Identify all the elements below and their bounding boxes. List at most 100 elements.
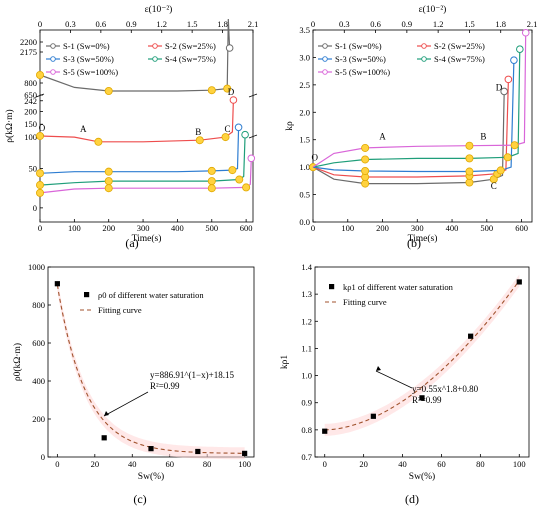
annotation-B: B bbox=[480, 132, 486, 142]
x-tick-label-5: 100 bbox=[513, 459, 526, 469]
y-tick-label-5: 150 bbox=[24, 119, 37, 129]
legend-marker-1 bbox=[421, 43, 427, 49]
x-tick-label-2: 40 bbox=[398, 459, 407, 469]
y-tick-label-2: 2175 bbox=[20, 47, 37, 57]
series-4-point-3 bbox=[242, 183, 251, 192]
series-end-marker-2 bbox=[510, 56, 518, 64]
legend-marker-4 bbox=[322, 69, 328, 75]
series-0-point-1 bbox=[361, 179, 370, 188]
legend-marker-3 bbox=[421, 56, 427, 62]
series-end-marker-4 bbox=[521, 28, 530, 37]
axis-break-right-0 bbox=[248, 93, 258, 98]
series-1-point-0 bbox=[36, 131, 45, 140]
x2-tick-label-6: 1.8 bbox=[495, 19, 506, 29]
x-tick-label-1: 100 bbox=[68, 223, 81, 233]
x-tick-label-4: 400 bbox=[446, 223, 459, 233]
panel-b-k-rho-chart: 0 100 200 300 400 500 600 Time(s) 0 0.3 0.6 0.9 1.2 1… bbox=[285, 4, 537, 244]
legend-marker-3 bbox=[152, 56, 158, 62]
y-tick-label-4: 800 bbox=[32, 300, 45, 310]
legend-label-3: S-4 (Sw=75%) bbox=[165, 54, 216, 64]
x2-tick-label-7: 2.1 bbox=[248, 19, 259, 29]
x-tick-label-2: 200 bbox=[102, 223, 115, 233]
legend-label-fit: Fitting curve bbox=[343, 297, 387, 307]
x-tick-label-0: 0 bbox=[323, 459, 327, 469]
series-2-point-1 bbox=[361, 166, 370, 175]
legend-label-0: S-1 (Sw=0%) bbox=[335, 41, 382, 51]
annotation-C: C bbox=[225, 124, 231, 134]
series-4-point-2 bbox=[465, 141, 474, 150]
series-line-0 bbox=[312, 91, 505, 185]
annotation-D: D bbox=[228, 87, 235, 97]
legend-label-1: S-2 (Sw=25%) bbox=[165, 41, 216, 51]
series-line-3 bbox=[312, 49, 521, 168]
legend-label-2: S-3 (Sw=50%) bbox=[63, 54, 114, 64]
series-end-marker-1 bbox=[229, 96, 238, 104]
x-axis-label: Sw(%) bbox=[409, 471, 435, 482]
x-axis-label: Sw(%) bbox=[138, 471, 164, 482]
y-tick-label-1: 0.8 bbox=[301, 425, 312, 435]
caption-c: (c) bbox=[133, 492, 146, 506]
data-point-0 bbox=[322, 428, 328, 434]
annotation-O: O bbox=[39, 123, 46, 133]
y-tick-label-3: 1.0 bbox=[301, 371, 312, 381]
series-0-point-2 bbox=[465, 178, 474, 187]
fit-curve bbox=[56, 284, 245, 454]
series-end-marker-3 bbox=[241, 130, 249, 139]
annotation-B: B bbox=[195, 127, 201, 137]
legend-label-2: S-3 (Sw=50%) bbox=[335, 54, 386, 64]
caption-d: (d) bbox=[405, 492, 419, 506]
x-tick-label-6: 600 bbox=[515, 223, 528, 233]
series-end-marker-4 bbox=[247, 154, 256, 163]
y-tick-label-3: 1.5 bbox=[299, 135, 310, 145]
series-3-point-1 bbox=[104, 177, 113, 186]
series-end-marker-0 bbox=[225, 44, 234, 52]
annotation-arrowhead bbox=[376, 366, 381, 371]
caption-a: (a) bbox=[125, 236, 138, 250]
y-tick-label-5: 2.5 bbox=[299, 80, 310, 90]
x2-tick-label-5: 1.5 bbox=[464, 19, 475, 29]
x2-tick-label-3: 0.9 bbox=[126, 19, 137, 29]
data-point-3 bbox=[468, 333, 474, 339]
legend-label-points: kρ1 of different water saturation bbox=[343, 282, 454, 292]
series-end-marker-1 bbox=[504, 75, 513, 84]
y-tick-label-6: 1.3 bbox=[301, 289, 312, 299]
y-tick-label-7: 3.5 bbox=[299, 25, 310, 35]
data-point-3 bbox=[195, 448, 201, 455]
data-point-4 bbox=[516, 279, 522, 285]
x2-tick-label-1: 0.3 bbox=[339, 19, 350, 29]
series-4-point-1 bbox=[361, 143, 370, 152]
x-tick-label-3: 300 bbox=[411, 223, 424, 233]
y-tick-label-1: 200 bbox=[32, 414, 45, 424]
series-2-point-0 bbox=[36, 169, 45, 178]
y-tick-label-4: 100 bbox=[24, 132, 37, 142]
legend-marker-0 bbox=[50, 43, 56, 49]
y-tick-label-4: 1.1 bbox=[301, 343, 312, 353]
y-tick-label-3: 2200 bbox=[20, 37, 37, 47]
annotation-O: O bbox=[311, 153, 318, 163]
annotation-A: A bbox=[379, 132, 386, 142]
series-line-4 bbox=[312, 32, 527, 168]
fit-equation: y=0.55x^1.8+0.80 bbox=[412, 384, 479, 394]
x2-axis-label: ε(10⁻²) bbox=[419, 4, 447, 15]
y-tick-label-2: 0.9 bbox=[301, 398, 312, 408]
series-line-4 bbox=[39, 158, 252, 194]
x2-tick-label-1: 0.3 bbox=[65, 19, 76, 29]
plot-frame bbox=[312, 29, 533, 223]
legend-marker-0 bbox=[322, 43, 328, 49]
series-2-point-1 bbox=[104, 167, 113, 176]
series-2-point-2 bbox=[465, 167, 474, 176]
series-1-point-2 bbox=[195, 136, 204, 145]
series-end-marker-3 bbox=[516, 45, 524, 54]
y-tick-label-8: 0 bbox=[33, 203, 37, 213]
data-point-1 bbox=[370, 413, 376, 419]
x-tick-label-6: 600 bbox=[240, 223, 253, 233]
x2-tick-label-6: 1.8 bbox=[217, 19, 228, 29]
series-3-point-0 bbox=[36, 181, 45, 190]
y-axis-label: kρ bbox=[285, 121, 295, 131]
y-tick-label-4: 2.0 bbox=[299, 107, 310, 117]
x-tick-label-5: 500 bbox=[480, 223, 493, 233]
x-tick-label-3: 60 bbox=[165, 459, 174, 469]
legend-marker-points bbox=[84, 292, 90, 298]
series-3-point-2 bbox=[465, 154, 474, 163]
plot-frame bbox=[39, 29, 254, 223]
